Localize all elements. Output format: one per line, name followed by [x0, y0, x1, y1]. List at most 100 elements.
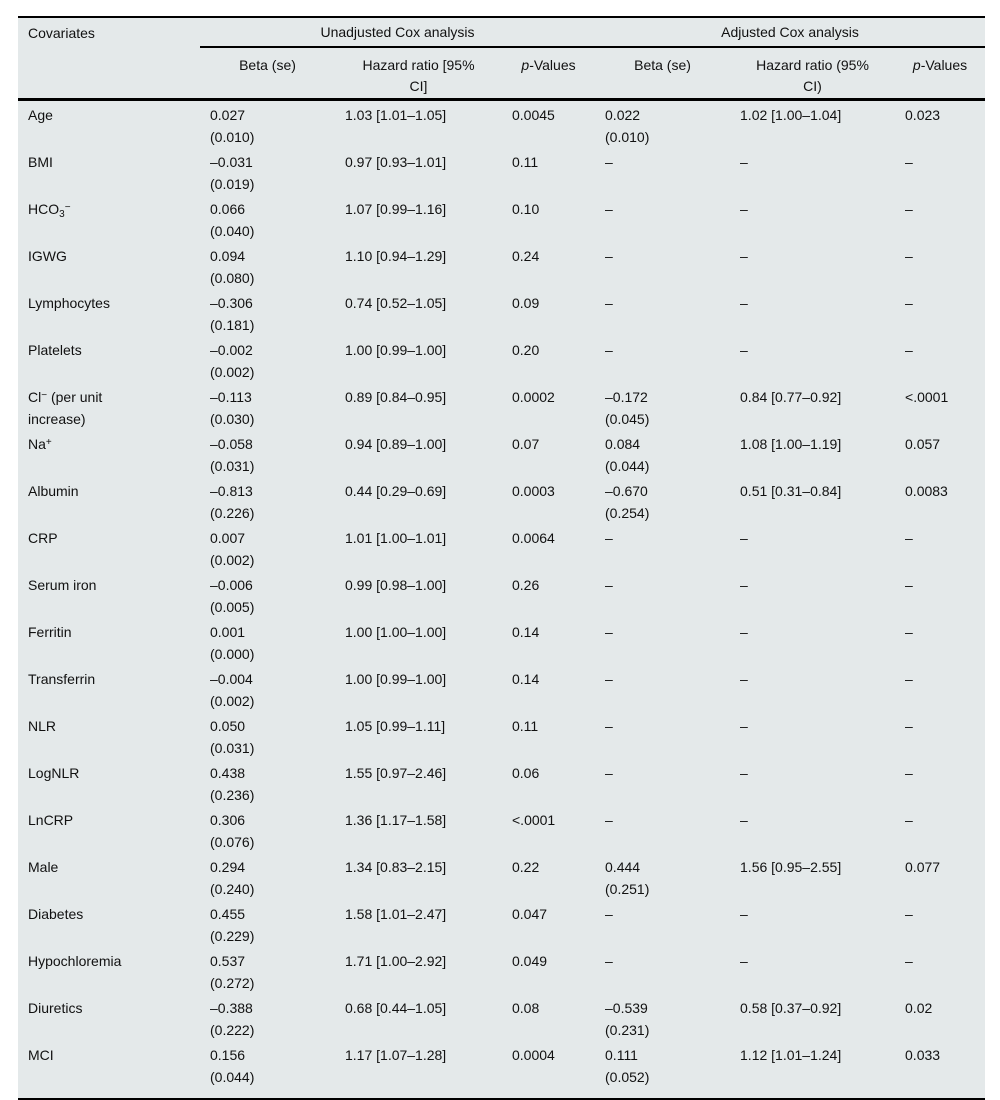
covariate-cell: Diabetes: [28, 906, 84, 922]
se-value: (0.236): [210, 787, 255, 803]
beta-value: –0.172: [605, 389, 648, 405]
se-value: (0.229): [210, 928, 255, 944]
table-row: Albumin –0.813 (0.226) 0.44 [0.29–0.69] 0.00…: [18, 477, 985, 524]
adjusted-p-cell: –: [905, 530, 913, 546]
col-header-adjusted-beta: Beta (se): [595, 47, 731, 101]
adjusted-p-cell: –: [905, 342, 913, 358]
unadjusted-p-cell: 0.07: [512, 436, 540, 452]
adjusted-beta-cell: –: [595, 947, 730, 994]
cox-analysis-table: Covariates Unadjusted Cox analysis Adjus…: [18, 16, 986, 1100]
covariate-cell: Ferritin: [28, 624, 72, 640]
se-value: (0.076): [210, 834, 255, 850]
unadjusted-p-cell: 0.20: [512, 342, 540, 358]
beta-value: –: [605, 765, 613, 781]
covariate-cell: Male: [28, 859, 59, 875]
beta-value: 0.007: [210, 530, 246, 546]
adjusted-p-cell: –: [905, 295, 913, 311]
adjusted-p-cell: 0.02: [905, 1000, 933, 1016]
unadjusted-p-cell: 0.0002: [512, 389, 555, 405]
adjusted-hr-cell: 0.58 [0.37–0.92]: [740, 1000, 842, 1016]
unadjusted-beta-cell: –0.113 (0.030): [200, 383, 335, 430]
unadjusted-p-cell: 0.11: [512, 718, 539, 734]
se-value: (0.030): [210, 411, 255, 427]
adjusted-p-cell: 0.023: [905, 107, 941, 123]
beta-value: 0.455: [210, 906, 246, 922]
adjusted-p-cell: –: [905, 953, 913, 969]
beta-value: 0.084: [605, 436, 641, 452]
unadjusted-hr-cell: 1.01 [1.00–1.01]: [345, 530, 447, 546]
unadjusted-beta-cell: –0.813 (0.226): [200, 477, 335, 524]
unadjusted-beta-cell: 0.007 (0.002): [200, 524, 335, 571]
adjusted-hr-cell: 1.08 [1.00–1.19]: [740, 436, 842, 452]
unadjusted-p-cell: 0.26: [512, 577, 540, 593]
beta-value: –0.306: [210, 295, 253, 311]
beta-value: 0.537: [210, 953, 246, 969]
table-row: Cl− (per unit increase) –0.113 (0.030) 0.89 …: [18, 383, 985, 430]
adjusted-beta-cell: –: [595, 524, 730, 571]
covariate-cell: MCI: [28, 1047, 54, 1063]
unadjusted-hr-cell: 0.68 [0.44–1.05]: [345, 1000, 447, 1016]
table-row: LnCRP 0.306 (0.076) 1.36 [1.17–1.58] <.0001 –…: [18, 806, 985, 853]
group-header-row: Covariates Unadjusted Cox analysis Adjus…: [18, 17, 986, 101]
adjusted-beta-cell: 0.022 (0.010): [595, 100, 730, 149]
beta-value: 0.444: [605, 859, 641, 875]
unadjusted-hr-cell: 1.00 [0.99–1.00]: [345, 671, 447, 687]
beta-value: –: [605, 530, 613, 546]
unadjusted-beta-cell: 0.066 (0.040): [200, 195, 335, 242]
beta-value: –0.670: [605, 483, 648, 499]
table-row: Transferrin –0.004 (0.002) 1.00 [0.99–1.00]…: [18, 665, 985, 712]
col-header-unadjusted-hr: Hazard ratio [95% CI]: [335, 47, 502, 101]
adjusted-p-cell: –: [905, 765, 913, 781]
se-value: (0.254): [605, 505, 650, 521]
adjusted-beta-cell: –: [595, 900, 730, 947]
beta-value: –: [605, 953, 613, 969]
se-value: (0.231): [605, 1022, 650, 1038]
covariate-cell: Serum iron: [28, 577, 97, 593]
adjusted-beta-cell: 0.111 (0.052): [595, 1041, 730, 1099]
beta-value: –: [605, 295, 613, 311]
se-value: (0.222): [210, 1022, 255, 1038]
adjusted-hr-cell: –: [740, 718, 748, 734]
beta-value: 0.066: [210, 201, 246, 217]
unadjusted-p-cell: 0.0045: [512, 107, 555, 123]
se-value: (0.052): [605, 1069, 650, 1085]
col-header-unadjusted-p: p-Values: [502, 47, 596, 101]
covariate-cell: Cl− (per unit increase): [28, 389, 103, 427]
table-row: Platelets –0.002 (0.002) 1.00 [0.99–1.00] 0.…: [18, 336, 985, 383]
beta-value: –0.058: [210, 436, 253, 452]
col-header-adjusted-p: p-Values: [895, 47, 986, 101]
covariates-column-header: Covariates: [18, 17, 200, 101]
se-value: (0.010): [210, 129, 255, 145]
covariate-cell: Transferrin: [28, 671, 96, 687]
adjusted-beta-cell: –0.539 (0.231): [595, 994, 730, 1041]
table-row: Lymphocytes –0.306 (0.181) 0.74 [0.52–1.05]…: [18, 289, 985, 336]
unadjusted-hr-cell: 1.55 [0.97–2.46]: [345, 765, 447, 781]
se-value: (0.044): [210, 1069, 255, 1085]
unadjusted-beta-cell: –0.306 (0.181): [200, 289, 335, 336]
se-value: (0.181): [210, 317, 255, 333]
se-value: (0.002): [210, 364, 255, 380]
adjusted-p-cell: –: [905, 812, 913, 828]
adjusted-beta-cell: –: [595, 242, 730, 289]
covariate-cell: Age: [28, 107, 53, 123]
unadjusted-p-cell: 0.14: [512, 624, 540, 640]
beta-value: 0.306: [210, 812, 246, 828]
unadjusted-p-cell: 0.0003: [512, 483, 555, 499]
adjusted-p-cell: 0.077: [905, 859, 941, 875]
adjusted-hr-cell: –: [740, 953, 748, 969]
adjusted-p-cell: <.0001: [905, 389, 949, 405]
table-row: NLR 0.050 (0.031) 1.05 [0.99–1.11] 0.11 – – –: [18, 712, 985, 759]
unadjusted-beta-cell: 0.438 (0.236): [200, 759, 335, 806]
unadjusted-beta-cell: 0.027 (0.010): [200, 100, 335, 149]
beta-value: 0.094: [210, 248, 246, 264]
beta-value: –: [605, 906, 613, 922]
table-row: IGWG 0.094 (0.080) 1.10 [0.94–1.29] 0.24 – – –: [18, 242, 985, 289]
adjusted-p-cell: –: [905, 671, 913, 687]
col-header-adjusted-hr: Hazard ratio (95% CI): [730, 47, 896, 101]
adjusted-hr-cell: –: [740, 295, 748, 311]
table-row: Ferritin 0.001 (0.000) 1.00 [1.00–1.00] 0.14…: [18, 618, 985, 665]
table-row: LogNLR 0.438 (0.236) 1.55 [0.97–2.46] 0.06 – –…: [18, 759, 985, 806]
adjusted-p-cell: –: [905, 906, 913, 922]
table-header: Covariates Unadjusted Cox analysis Adjus…: [18, 17, 986, 101]
covariate-cell: Platelets: [28, 342, 82, 358]
